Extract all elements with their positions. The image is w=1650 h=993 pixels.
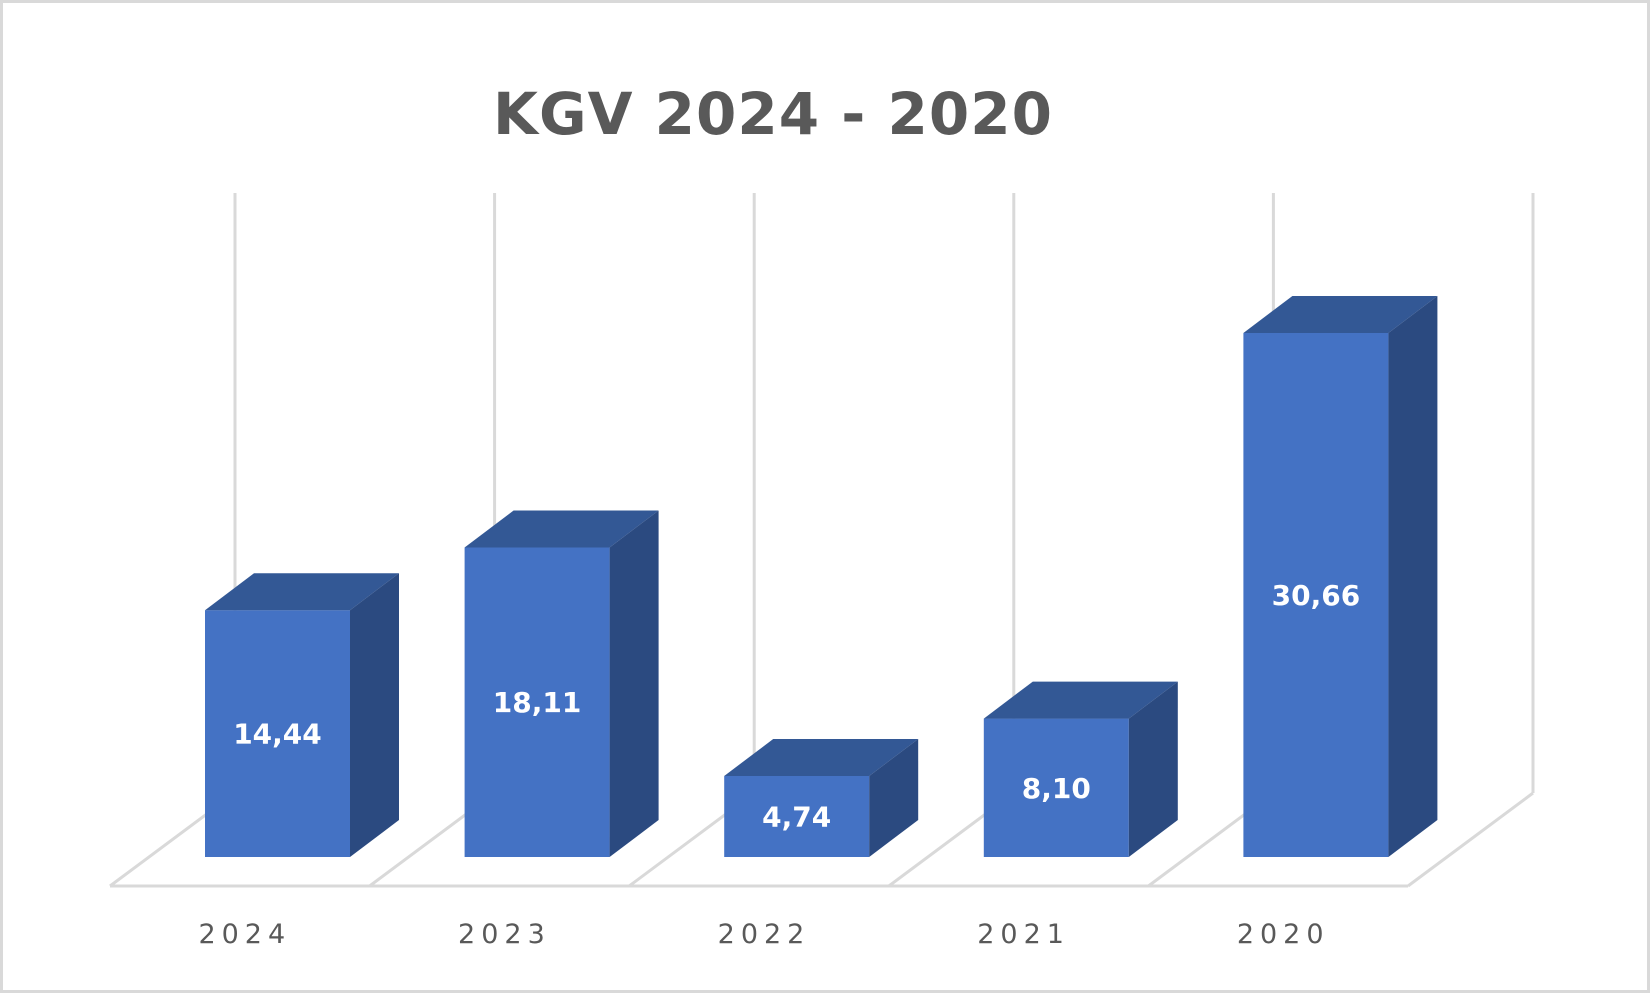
- bar-top-2023: [464, 510, 659, 548]
- data-label: 4,74: [762, 800, 831, 833]
- x-axis-label: 2022: [718, 919, 811, 950]
- x-axis-label: 2020: [1237, 919, 1330, 950]
- x-axis-label: 2024: [198, 919, 291, 950]
- data-label: 18,11: [493, 686, 582, 719]
- bar-top-2022: [724, 738, 919, 776]
- bar-side-2022: [869, 738, 919, 857]
- data-label: 14,44: [233, 718, 322, 751]
- data-label: 8,10: [1022, 772, 1091, 805]
- floor-depth-line: [1407, 791, 1534, 888]
- chart-title: KGV 2024 - 2020: [493, 80, 1053, 148]
- bar-front-2023: [464, 547, 610, 857]
- bar-front-2024: [205, 610, 350, 857]
- x-axis-label: 2021: [977, 919, 1070, 950]
- bar-front-2022: [724, 775, 870, 857]
- bar-side-2020: [1388, 296, 1438, 857]
- bar-front-2020: [1243, 333, 1389, 857]
- bar-front-2021: [983, 718, 1129, 857]
- bar-top-2020: [1243, 296, 1438, 333]
- x-axis-label: 2023: [458, 919, 551, 950]
- bar-top-2024: [205, 573, 399, 611]
- data-label: 30,66: [1272, 579, 1361, 612]
- bar-side-2023: [609, 510, 659, 857]
- bar-side-2021: [1128, 681, 1178, 857]
- bar-side-2024: [350, 573, 399, 857]
- bar-top-2021: [983, 681, 1178, 719]
